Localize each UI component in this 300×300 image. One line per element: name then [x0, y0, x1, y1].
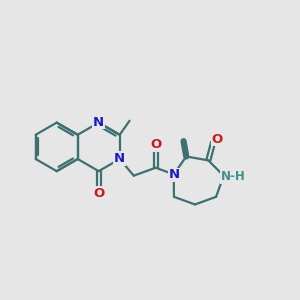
Text: O: O	[151, 138, 162, 151]
Text: N: N	[169, 168, 180, 182]
Text: N-H: N-H	[221, 170, 245, 183]
Text: O: O	[212, 133, 223, 146]
Text: N: N	[93, 116, 104, 128]
Text: N: N	[114, 152, 125, 165]
Text: O: O	[94, 187, 105, 200]
